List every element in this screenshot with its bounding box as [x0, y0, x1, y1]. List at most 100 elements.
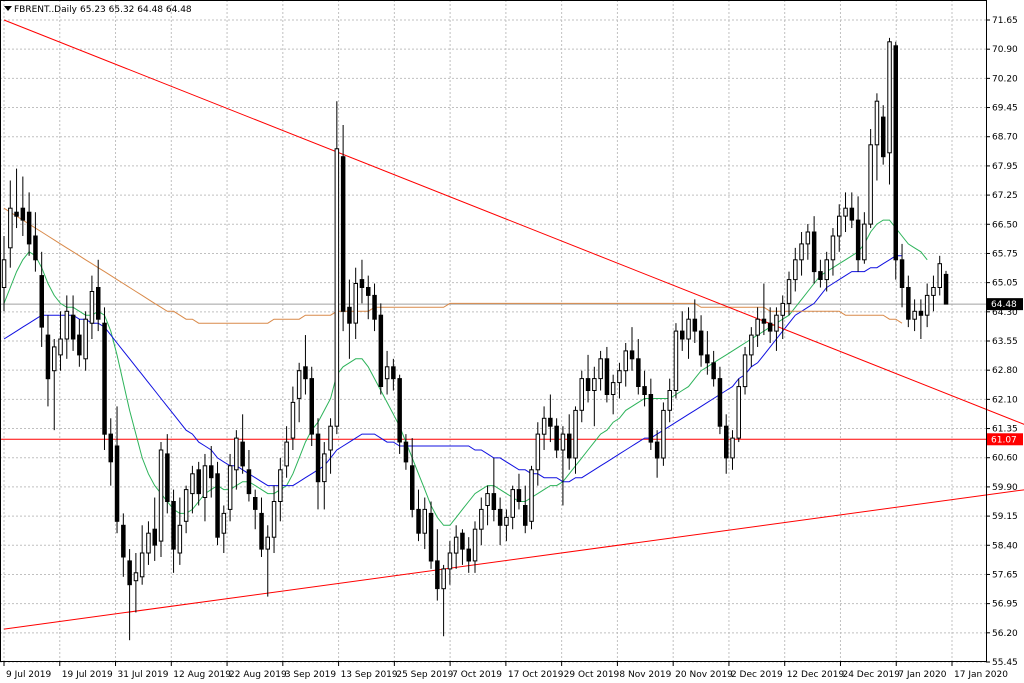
trendline-ascending [3, 489, 1024, 630]
candle-body-bear [171, 501, 176, 550]
y-tick-label: 59.15 [992, 512, 1018, 522]
candle-body-bull [774, 314, 779, 332]
collapse-triangle-icon[interactable] [4, 6, 12, 11]
candle [793, 247, 798, 292]
x-tick-label: 7 Jan 2020 [898, 670, 946, 680]
candle-body-bull [736, 386, 741, 439]
candle [83, 311, 88, 371]
candle [931, 275, 936, 312]
candle-body-bull [730, 437, 735, 459]
candle-body-bull [334, 148, 340, 427]
candle-body-bull [322, 453, 327, 483]
candle [139, 525, 145, 585]
y-tick-label: 57.65 [992, 570, 1018, 580]
candle-body-bear [165, 453, 170, 502]
candle [648, 378, 654, 450]
candle [667, 378, 672, 423]
y-tick-label: 69.45 [992, 104, 1018, 114]
candle-body-bull [805, 231, 811, 245]
candle [102, 307, 107, 450]
candle-body-bear [45, 334, 51, 380]
candle [253, 489, 258, 530]
candle [661, 402, 666, 466]
candle-body-bear [114, 445, 120, 522]
candle [422, 497, 427, 550]
candle [523, 485, 528, 534]
candle-body-bull [284, 441, 289, 467]
candle [52, 339, 57, 431]
candle-body-bull [617, 370, 622, 384]
candle-body-bull [453, 536, 459, 554]
candle-body-bear [567, 433, 572, 459]
candle [899, 243, 905, 308]
candle [516, 473, 522, 510]
candle-body-bull [742, 354, 748, 388]
candle-body-bear [240, 441, 245, 467]
candle-body-bear [654, 441, 660, 459]
candle [736, 378, 741, 443]
candle [799, 232, 804, 276]
x-tick-label: 17 Oct 2019 [508, 670, 564, 680]
candle [937, 255, 942, 296]
candle [460, 529, 465, 565]
candle-body-bear [767, 322, 773, 332]
candle-body-bear [127, 560, 132, 586]
candle-body-bull [422, 508, 427, 534]
candle [510, 485, 515, 530]
candle-body-bull [52, 346, 57, 372]
candle [259, 497, 264, 557]
candle [70, 295, 76, 351]
candle-body-bear [692, 318, 698, 332]
candle-body-bear [548, 417, 553, 427]
candle-body-bear [246, 469, 252, 495]
candle [906, 275, 911, 328]
candle-body-bull [686, 318, 691, 340]
candle [855, 196, 861, 272]
candle [711, 350, 716, 387]
candle-body-bull [780, 302, 785, 316]
candle-body-bull [278, 469, 283, 502]
candle-body-bear [428, 512, 434, 562]
candle [391, 358, 396, 391]
candle-body-bear [96, 287, 101, 320]
candle-body-bull [202, 465, 208, 498]
x-tick-label: 22 Aug 2019 [229, 670, 287, 680]
candle-body-bear [33, 235, 38, 261]
candle-body-bear [918, 310, 924, 316]
candle [472, 521, 478, 573]
y-tick-label: 70.20 [992, 74, 1018, 84]
candle [416, 489, 421, 542]
candle [830, 228, 836, 276]
candle-body-bull [592, 378, 597, 392]
candle [843, 192, 848, 233]
ohlc-label: 65.23 65.32 64.48 64.48 [80, 5, 192, 15]
candle [642, 370, 647, 407]
y-tick-label: 71.65 [992, 16, 1018, 26]
candle [196, 461, 201, 506]
candle-body-bull [755, 318, 760, 336]
candle-body-bear [378, 314, 384, 388]
time-axis[interactable]: 9 Jul 2019 19 Jul 2019 31 Jul 2019 12 Aug 2… [3, 662, 1008, 680]
candle [485, 485, 490, 526]
candle [428, 501, 434, 569]
candle [560, 426, 566, 506]
candle-body-bull [573, 409, 578, 459]
price-axis[interactable]: 71.65 70.90 70.20 69.45 68.70 67.95 67.25 66.50… [986, 16, 1018, 668]
candle [39, 251, 44, 347]
candle-body-bull [146, 532, 151, 554]
candle-body-bear [855, 219, 861, 261]
candle-body-bull [234, 437, 239, 471]
candle [410, 438, 415, 518]
x-tick-label: 25 Sep 2019 [396, 670, 453, 680]
candle-body-bear [410, 465, 415, 510]
current-price-tag: 64.48 [991, 300, 1017, 310]
candle [755, 307, 760, 347]
candle [918, 299, 924, 340]
candle [466, 537, 471, 573]
candle [278, 457, 283, 522]
candle-body-bear [303, 366, 308, 380]
candle-body-bear [315, 433, 321, 483]
candle-body-bear [717, 378, 723, 427]
candle [171, 489, 176, 573]
candle [610, 374, 616, 415]
